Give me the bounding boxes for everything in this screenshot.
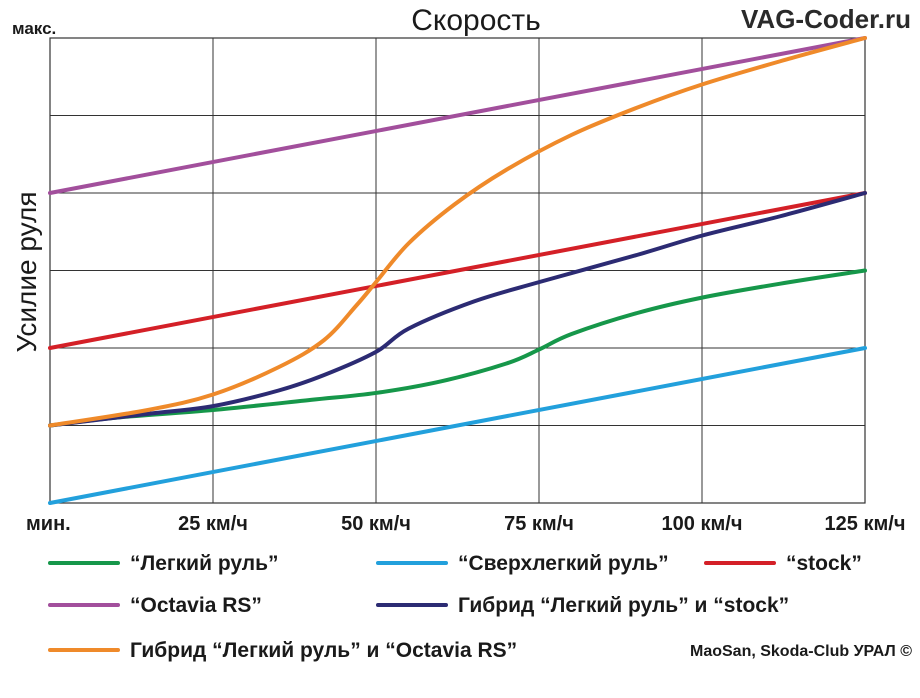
x-ticks: мин. 25 км/ч 50 км/ч 75 км/ч 100 км/ч 125 км/… xyxy=(26,513,905,535)
legend: “Легкий руль” “Сверхлегкий руль” “stock” “O… xyxy=(48,552,862,662)
x-tick-label: 125 км/ч xyxy=(825,513,906,535)
credit: MaoSan, Skoda-Club УРАЛ © xyxy=(690,643,912,660)
chart-title: Скорость xyxy=(411,4,541,37)
watermark: VAG-Coder.ru xyxy=(741,4,911,34)
series-line-3 xyxy=(48,36,867,195)
series-line-4 xyxy=(48,191,867,428)
x-tick-label: 100 км/ч xyxy=(662,513,743,535)
series-line-0 xyxy=(48,268,867,428)
y-axis-label: Усилие руля xyxy=(11,191,42,352)
x-tick-label: 50 км/ч xyxy=(341,513,411,535)
legend-label: “Сверхлегкий руль” xyxy=(458,552,669,575)
legend-label: “stock” xyxy=(786,552,862,575)
series-group xyxy=(48,36,867,505)
series-line-1 xyxy=(48,346,867,505)
x-tick-label: мин. xyxy=(26,513,71,535)
legend-label: Гибрид “Легкий руль” и “stock” xyxy=(458,594,789,617)
x-tick-label: 75 км/ч xyxy=(504,513,574,535)
legend-label: “Легкий руль” xyxy=(130,552,279,575)
legend-label: “Octavia RS” xyxy=(130,594,262,617)
legend-label: Гибрид “Легкий руль” и “Octavia RS” xyxy=(130,639,517,662)
y-max-label: макс. xyxy=(12,19,56,38)
x-tick-label: 25 км/ч xyxy=(178,513,248,535)
series-line-5 xyxy=(48,36,867,428)
series-line-2 xyxy=(48,191,867,350)
